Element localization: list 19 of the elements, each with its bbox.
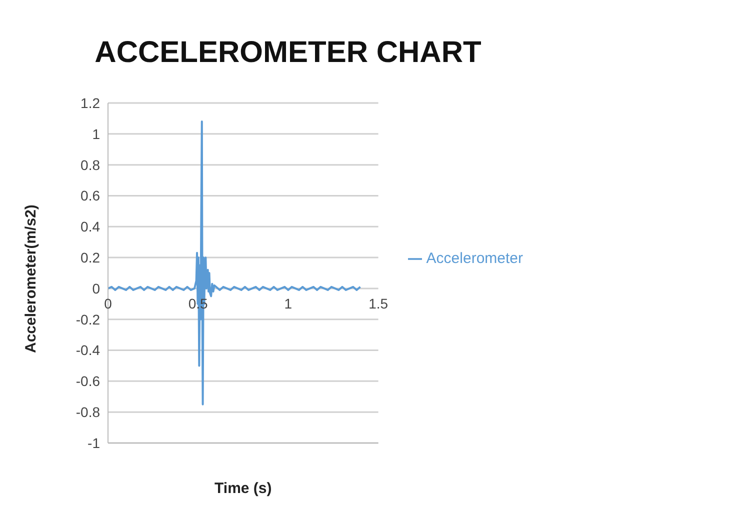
y-tick-label: 0 [92, 280, 100, 296]
y-tick-label: -0.2 [76, 311, 100, 328]
x-tick-label: 1.5 [368, 295, 388, 312]
y-axis-title: Accelerometer(m/s2) [22, 204, 40, 353]
y-tick-label: 0.2 [80, 250, 100, 266]
y-tick-label: 0.4 [80, 218, 100, 235]
y-tick-label: -1 [88, 434, 100, 451]
legend-label: Accelerometer [426, 250, 523, 266]
chart-title: ACCELEROMETER CHART [94, 36, 482, 70]
y-tick-label: -0.6 [76, 373, 100, 390]
y-tick-label: -0.8 [76, 404, 100, 420]
x-axis-title: Time (s) [214, 480, 272, 497]
x-tick-label: 0 [104, 295, 112, 312]
y-tick-label: 0.6 [80, 188, 100, 204]
y-tick-label: -0.4 [76, 342, 100, 358]
y-tick-label: 1.2 [80, 94, 100, 111]
x-tick-label: 1 [284, 295, 292, 312]
y-tick-label: 0.8 [80, 156, 100, 173]
y-tick-label: 1 [92, 126, 100, 142]
